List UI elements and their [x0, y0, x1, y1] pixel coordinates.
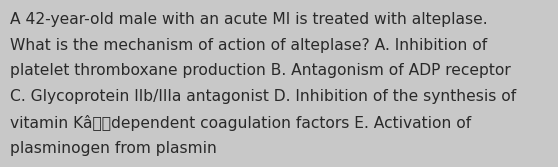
Text: What is the mechanism of action of alteplase? A. Inhibition of: What is the mechanism of action of altep… [10, 38, 487, 53]
Text: C. Glycoprotein IIb/IIIa antagonist D. Inhibition of the synthesis of: C. Glycoprotein IIb/IIIa antagonist D. I… [10, 89, 516, 104]
Text: plasminogen from plasmin: plasminogen from plasmin [10, 141, 217, 156]
Text: vitamin Kâdependent coagulation factors E. Activation of: vitamin Kâdependent coagulation factor… [10, 115, 472, 131]
Text: A 42-year-old male with an acute MI is treated with alteplase.: A 42-year-old male with an acute MI is t… [10, 12, 488, 27]
Text: platelet thromboxane production B. Antagonism of ADP receptor: platelet thromboxane production B. Antag… [10, 63, 511, 78]
